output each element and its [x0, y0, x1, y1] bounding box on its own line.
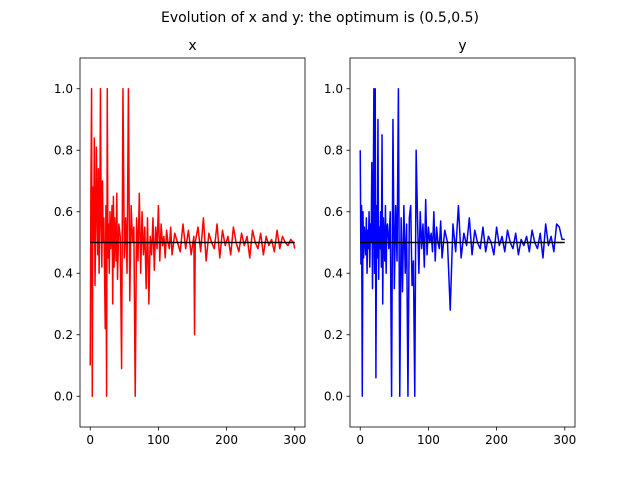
x-tick-label: 100	[147, 433, 170, 447]
y-tick-label: 0.0	[54, 389, 73, 403]
subplot-title: y	[458, 38, 466, 54]
subplot-title: x	[188, 38, 196, 54]
x-tick-label: 0	[86, 433, 94, 447]
series-line	[89, 88, 296, 397]
figure-suptitle: Evolution of x and y: the optimum is (0.…	[161, 10, 479, 26]
y-tick-label: 1.0	[54, 82, 73, 96]
y-tick-label: 0.0	[324, 389, 343, 403]
x-tick-label: 100	[417, 433, 440, 447]
axes-frame	[79, 57, 306, 428]
y-tick-label: 0.8	[324, 143, 343, 157]
x-tick-label: 300	[553, 433, 576, 447]
y-tick-label: 0.8	[54, 143, 73, 157]
subplot-y: y 0 100 200 300 0.0 0.2 0.4 0.6 0.8 1.0	[324, 38, 576, 447]
y-tick-label: 0.6	[54, 205, 73, 219]
x-tick-label: 200	[485, 433, 508, 447]
axes-frame	[349, 57, 576, 428]
y-tick-label: 0.6	[324, 205, 343, 219]
subplot-x: x 0 100 200 300 0.0 0.2 0.4 0.6 0.8 1.0	[54, 38, 306, 447]
y-tick-label: 0.2	[324, 328, 343, 342]
y-tick-label: 1.0	[324, 82, 343, 96]
y-tick-label: 0.4	[324, 266, 343, 280]
y-tick-label: 0.2	[54, 328, 73, 342]
x-tick-label: 0	[356, 433, 364, 447]
x-tick-label: 300	[283, 433, 306, 447]
x-tick-label: 200	[215, 433, 238, 447]
y-tick-label: 0.4	[54, 266, 73, 280]
